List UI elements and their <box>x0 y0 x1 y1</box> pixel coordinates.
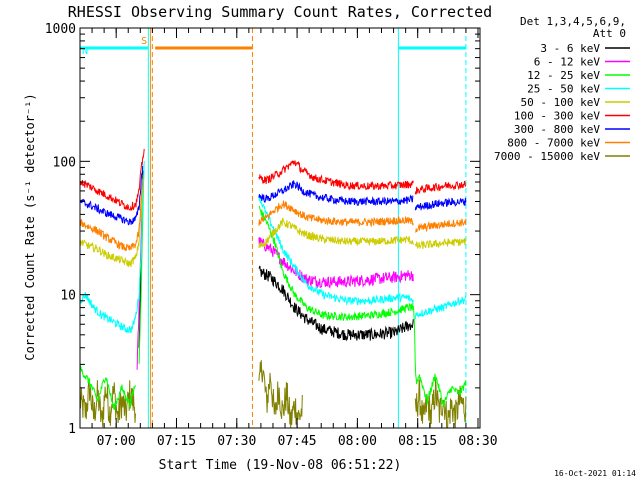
legend-label-4: 50 - 100 keV <box>521 96 601 109</box>
legend-label-0: 3 - 6 keV <box>540 42 600 55</box>
series-6-segment-0 <box>79 165 144 226</box>
x-tick-label-4: 08:00 <box>338 434 377 449</box>
series-2-segment-3 <box>79 365 136 411</box>
x-tick-label-2: 07:30 <box>217 434 256 449</box>
x-tick-label-3: 07:45 <box>278 434 317 449</box>
series-4-segment-0 <box>79 186 144 268</box>
series-7-segment-2 <box>414 218 467 233</box>
x-tick-label-6: 08:30 <box>458 434 497 449</box>
series-3-segment-2 <box>414 295 467 320</box>
legend-label-5: 100 - 300 keV <box>514 110 600 123</box>
series-3-segment-0 <box>79 160 145 334</box>
legend-label-7: 800 - 7000 keV <box>507 137 600 150</box>
series-6-segment-1 <box>258 180 414 207</box>
footer-date: 16-Oct-2021 01:14 <box>554 469 636 478</box>
series-2-segment-2 <box>412 305 467 407</box>
series-1-segment-1 <box>258 237 414 289</box>
series-5-segment-1 <box>258 160 414 191</box>
x-tick-label-5: 08:15 <box>398 434 437 449</box>
series-4-segment-2 <box>414 238 466 250</box>
y-tick-label-1: 10 <box>60 289 76 304</box>
series-2-segment-1 <box>258 205 414 321</box>
flag-label-n: N <box>82 46 88 57</box>
x-tick-label-0: 07:00 <box>97 434 136 449</box>
legend-label-3: 25 - 50 keV <box>527 83 600 96</box>
series-6-segment-2 <box>414 197 467 211</box>
y-tick-label-2: 100 <box>53 155 76 170</box>
series-3-segment-1 <box>258 195 414 306</box>
legend-label-1: 6 - 12 keV <box>534 56 601 69</box>
series-5-segment-0 <box>79 148 145 211</box>
series-0-segment-1 <box>258 265 414 342</box>
axes-layer: 1 10 100 1000 07:00 07:15 07:30 07:45 08:00 08:15… <box>45 22 498 449</box>
chart-title: RHESSI Observing Summary Count Rates, Co… <box>68 3 492 21</box>
series-4-segment-1 <box>258 217 414 249</box>
y-axis-label: Corrected Count Rate (s⁻¹ detector⁻¹) <box>23 93 37 360</box>
series-7-segment-0 <box>79 178 144 251</box>
series-7-segment-1 <box>258 200 414 228</box>
flags-layer: SN <box>80 36 466 57</box>
series-8-segment-2 <box>414 378 467 429</box>
legend-label-8: 7000 - 15000 keV <box>494 150 600 163</box>
plot-frame <box>79 27 481 429</box>
y-tick-label-3: 1000 <box>45 22 76 37</box>
series-8-segment-1 <box>258 360 303 429</box>
x-tick-label-1: 07:15 <box>157 434 196 449</box>
legend-label-6: 300 - 800 keV <box>514 123 600 136</box>
series-layer <box>79 148 467 429</box>
series-5-segment-2 <box>414 180 467 195</box>
legend-label-2: 12 - 25 keV <box>527 69 600 82</box>
y-tick-label-0: 1 <box>68 422 76 437</box>
legend-header-1: Att 0 <box>593 27 626 40</box>
legend-header-0: Det 1,3,4,5,6,9, <box>520 15 626 28</box>
x-axis-label: Start Time (19-Nov-08 06:51:22) <box>159 458 402 473</box>
flag-label-s: S <box>141 36 147 47</box>
